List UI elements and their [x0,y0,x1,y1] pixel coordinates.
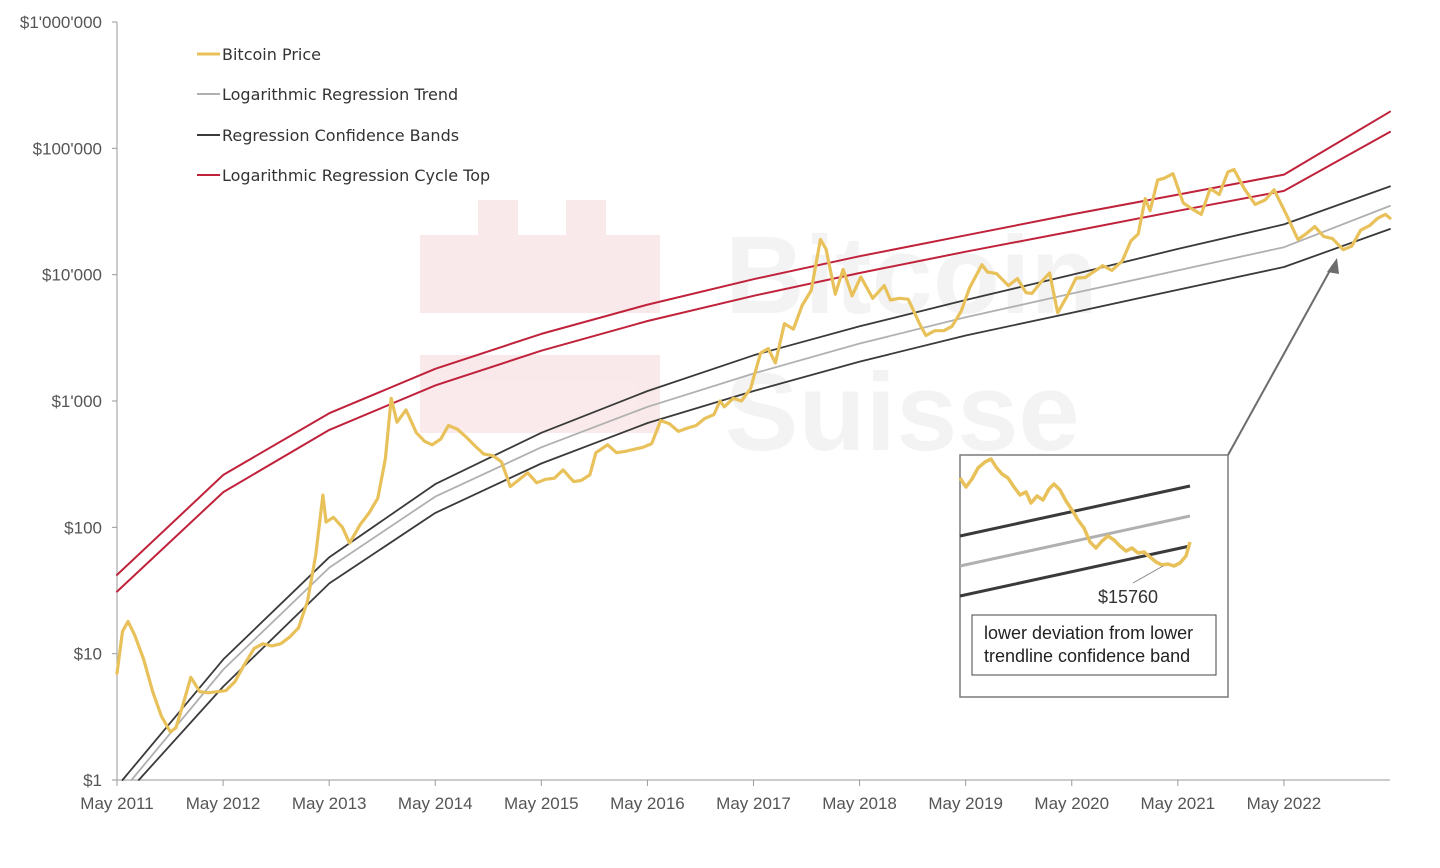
x-tick-label: May 2018 [822,794,897,813]
watermark-text-line2: Suisse [725,351,1080,474]
x-tick-label: May 2012 [186,794,261,813]
y-tick-label: $1'000'000 [20,13,102,32]
legend-item-cycle-top: Logarithmic Regression Cycle Top [197,166,490,185]
legend-item-bitcoin-price: Bitcoin Price [197,45,321,64]
inset-note-line1: lower deviation from lower [984,623,1193,643]
watermark-logo-icon [420,200,660,433]
x-tick-label: May 2020 [1034,794,1109,813]
legend-label: Logarithmic Regression Trend [222,85,458,104]
inset-pointer-arrow [1227,264,1334,456]
inset-plot: $15760 [958,457,1192,607]
legend-item-regression-trend: Logarithmic Regression Trend [197,85,458,104]
y-tick-label: $10'000 [42,266,102,285]
inset-lower-band [959,544,1191,598]
inset-price-line [958,457,1192,568]
x-tick-label: May 2011 [80,794,153,813]
x-tick-label: May 2015 [504,794,579,813]
y-tick-label: $100'000 [33,139,102,158]
bitcoin-price-line [115,167,1392,734]
inset-note-line2: trendline confidence band [984,646,1190,666]
inset-panel: $15760 lower deviation from lower trendl… [958,258,1339,698]
arrowhead-icon [1327,258,1339,274]
confidence-band-1 [137,228,1391,781]
watermark: Bitcoin Suisse [420,200,1098,474]
y-tick-label: $1'000 [51,392,102,411]
y-tick-label: $1 [83,771,102,790]
legend-label: Regression Confidence Bands [222,126,459,145]
inset-value-label: $15760 [1098,587,1158,607]
cycle-top-band-1 [116,130,1391,593]
inset-note-box [971,614,1217,676]
legend: Bitcoin Price Logarithmic Regression Tre… [197,45,490,185]
legend-item-confidence-bands: Regression Confidence Bands [197,126,459,145]
x-tick-label: May 2014 [398,794,473,813]
x-tick-label: May 2022 [1247,794,1322,813]
watermark-text-line1: Bitcoin [725,214,1098,337]
inset-upper-band [959,484,1191,538]
x-axis-ticks: May 2011 May 2012 May 2013 May 2014 May 2015… [80,780,1321,813]
inset-value-leader [1132,565,1164,584]
y-tick-label: $100 [64,518,102,537]
x-tick-label: May 2013 [292,794,367,813]
cycle-top-band-0 [116,110,1391,576]
x-tick-label: May 2016 [610,794,685,813]
confidence-band-0 [121,185,1391,781]
x-tick-label: May 2021 [1140,794,1215,813]
x-tick-label: May 2019 [928,794,1003,813]
y-tick-label: $10 [74,645,102,664]
y-axis-ticks: $1 $10 $100 $1'000 $10'000 $100'000 $1'000'000 [20,13,117,790]
legend-label: Bitcoin Price [222,45,321,64]
x-tick-label: May 2017 [716,794,791,813]
series-layer [115,110,1392,781]
legend-label: Logarithmic Regression Cycle Top [222,166,490,185]
inset-trend-line [959,514,1191,568]
